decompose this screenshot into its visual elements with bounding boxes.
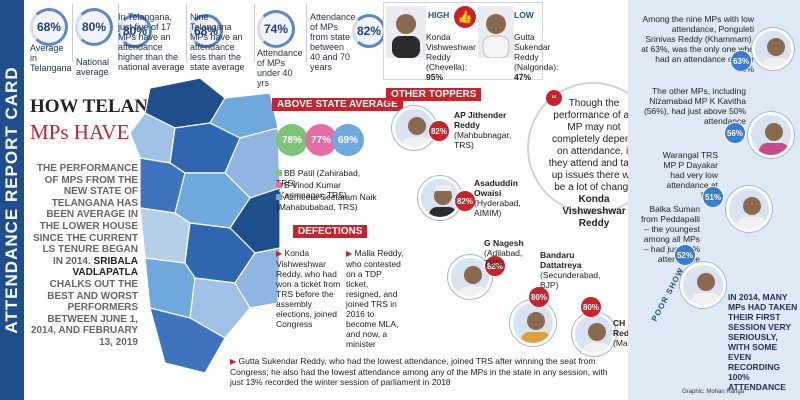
topper-photo-5	[572, 312, 616, 356]
sidebar-banner: ATTENDANCE REPORT CARD	[0, 0, 24, 400]
low-perf-badge-1: 63%	[730, 50, 752, 72]
stat-label-national: National average	[76, 57, 110, 77]
telangana-map	[130, 78, 280, 374]
stat-circle-40-70: 82%	[352, 14, 386, 48]
topper-name-3: G Nagesh (Adilabad, TRS)	[484, 238, 524, 268]
other-toppers-header: OTHER TOPPERS	[386, 88, 482, 101]
stat-label-above-national: In Telangana, just five of 17 MPs have a…	[118, 12, 185, 72]
low-perf-photo-3	[726, 186, 772, 232]
stat-label-below-state: Nine Telangana MPs have an attendance le…	[190, 12, 245, 72]
topper-badge-1: 82%	[428, 120, 450, 142]
stat-label-average: Average in Telangana	[30, 43, 72, 73]
topper-badge-4: 80%	[528, 286, 550, 308]
stat-label-40-70: Attendance of MPs from state between 40 …	[310, 12, 356, 72]
graphic-credit: Graphic: Mohan Ranga	[682, 389, 745, 395]
quote-text: Though the performance of an MP may not …	[548, 98, 640, 229]
defections-header: DEFECTIONS	[293, 225, 368, 238]
high-photo	[386, 6, 426, 58]
stat-circle-above-national: 80%	[118, 14, 152, 48]
stat-circle-average: 68%	[30, 8, 68, 46]
story-blurb: THE PERFORMANCE OF MPs FROM THE NEW STAT…	[30, 163, 138, 348]
topper-badge-2: 82%	[454, 190, 476, 212]
footnote: ▶ Gutta Sukendar Reddy, who had the lowe…	[230, 356, 608, 387]
above-avg-name-3: Azmeera Seetaram Naik (Mahabubabad, TRS)	[276, 192, 377, 212]
low-perf-badge-4: 52%	[674, 244, 696, 266]
above-avg-name-2: B Vinod Kumar (Karimnagar, TRS)	[276, 180, 347, 200]
low-perf-badge-3: 51%	[702, 186, 724, 208]
low-label: LOW	[514, 10, 534, 20]
topper-photo-3	[448, 255, 492, 299]
low-name: Gutta Sukendar Reddy (Nalgonda): 47%	[514, 32, 559, 82]
above-avg-pct-1: 78%	[276, 124, 308, 156]
low-perf-badge-2: 56%	[724, 122, 746, 144]
first-session-note: IN 2014, MANY MPs HAD TAKEN THEIR FIRST …	[728, 292, 798, 392]
defection-right: ▶ Malla Reddy, who contested on a TDP ti…	[346, 248, 404, 349]
low-perf-photo-4	[680, 262, 726, 308]
topper-photo-4	[510, 300, 556, 346]
report-title: ATTENDANCE REPORT CARD	[2, 66, 21, 334]
topper-badge-5: 80%	[580, 296, 602, 318]
above-avg-pct-3: 69%	[332, 124, 364, 156]
stat-label-under-40: Attendance of MPs under 40 yrs	[257, 48, 303, 88]
thumbs-up-icon: 👍	[454, 6, 476, 28]
stat-circle-under-40: 74%	[257, 10, 295, 48]
above-average-header: ABOVE STATE AVERAGE	[272, 98, 403, 111]
high-name: Konda Vishweshwar Reddy (Chevella): 95%	[426, 32, 476, 82]
low-perf-photo-2	[748, 112, 794, 158]
topper-name-2: Asaduddin Owaisi (Hyderabad, AIMIM)	[474, 178, 521, 218]
topper-name-1: AP Jithender Reddy (Mahbubnagar, TRS)	[454, 110, 512, 150]
above-avg-pct-2: 77%	[305, 124, 337, 156]
topper-name-4: Bandaru Dattatreya (Secunderabad, BJP)	[540, 250, 601, 290]
stat-circle-below-state: 68%	[189, 14, 223, 48]
defection-left: ▶ Konda Vishweshwar Reddy, who had won a…	[276, 248, 341, 329]
high-label: HIGH	[428, 10, 450, 20]
low-perf-text-2: The other MPs, including Nizamabad MP K …	[643, 86, 746, 126]
topper-badge-3: 82%	[484, 255, 506, 277]
low-photo	[478, 6, 514, 58]
above-avg-name-1: BB Patil (Zahirabad, TRS)	[276, 168, 361, 188]
low-perf-photo-1	[752, 28, 794, 70]
stat-circle-national: 80%	[75, 8, 113, 46]
quote-icon: “	[546, 90, 562, 106]
